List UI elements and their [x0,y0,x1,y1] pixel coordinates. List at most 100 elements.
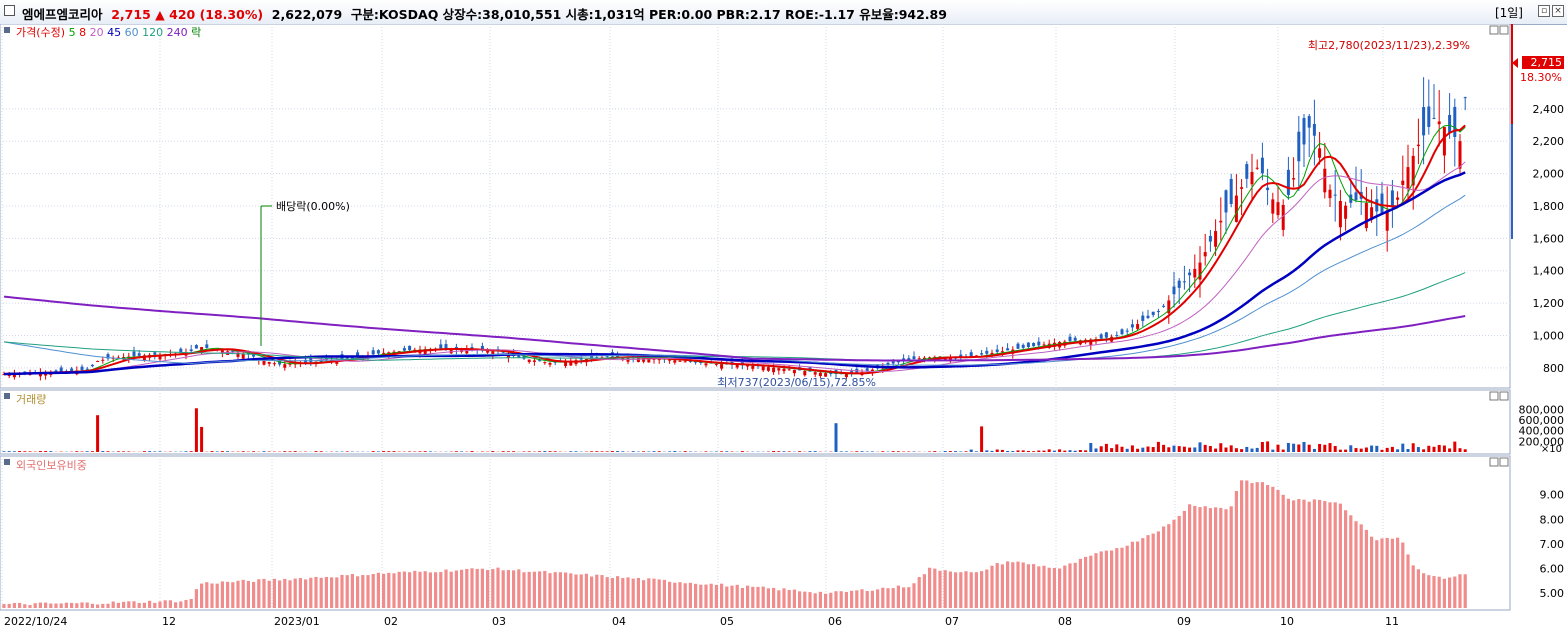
candle-body [995,349,999,353]
volume-bar [642,451,646,452]
volume-bar [1344,449,1348,452]
foreign-ratio-bar [922,574,926,608]
period-selector[interactable]: [1일] [1494,6,1523,20]
legend-item[interactable]: 45 [104,26,122,39]
candle-body [766,367,770,371]
legend-item[interactable]: 가격(수정) [16,26,65,39]
volume-bar [189,451,193,452]
foreign-ratio-bar [954,572,958,608]
foreign-ratio-bar [1349,515,1353,608]
volume-bar [1006,450,1010,452]
foreign-ratio-bar [12,603,16,608]
candle-body [1442,127,1446,156]
volume-bar [1385,447,1389,452]
foreign-ratio-bar [558,572,562,608]
candle-body [1141,315,1145,321]
foreign-ratio-bar [709,583,713,608]
candle-body [1245,164,1249,179]
foreign-ratio-bar [1318,499,1322,608]
volume-tick-label: 600,000 [1519,414,1565,427]
volume-bar [668,451,672,452]
volume-bar [1463,449,1467,452]
foreign-ratio-bar [980,571,984,608]
legend-item[interactable]: 240 [163,26,188,39]
volume-bar [1032,451,1036,452]
legend-item[interactable]: 120 [139,26,164,39]
x-tick-label: 02 [384,615,398,628]
candle-body [1193,268,1197,278]
volume-bar [1245,446,1249,452]
legend-item[interactable]: 8 [76,26,87,39]
foreign-ratio-bar [475,568,479,608]
volume-bar [1271,449,1275,452]
price-tick-label: 800 [1543,362,1564,375]
candle-body [1037,341,1041,346]
volume-bar [990,450,994,452]
volume-bar [720,451,724,452]
foreign-ratio-bar [756,586,760,608]
foreign-ratio-bar [985,569,989,608]
candle-body [969,352,973,357]
volume-bar [1136,448,1140,452]
candle-body [1151,311,1155,316]
foreign-ratio-bar [1078,558,1082,608]
volume-bar [844,451,848,452]
candle-body [70,368,74,371]
candle-body [241,353,245,359]
volume-bar [1307,444,1311,452]
volume-bar [1281,449,1285,452]
candle-body [205,344,209,348]
panel-controls[interactable] [1489,25,1509,467]
volume-bar [12,451,16,452]
candle-body [1437,121,1441,125]
foreign-ratio-bar [319,577,323,608]
foreign-ratio-bar [1068,563,1072,608]
foreign-ratio-bar [553,572,557,608]
volume-bar [1058,449,1062,452]
foreign-ratio-bar [106,603,110,608]
volume-bar [964,451,968,452]
foreign-ratio-bar [246,581,250,608]
legend-item[interactable]: 5 [65,26,76,39]
candle-body [158,354,162,360]
foreign-ratio-bar [423,571,427,608]
foreign-ratio-bar [486,570,490,608]
volume-bar [345,451,349,452]
foreign-ratio-bar [1281,494,1285,608]
foreign-ratio-bar [1385,537,1389,608]
volume-bar [1370,445,1374,452]
foreign-ratio-bar [1094,553,1098,608]
close-icon[interactable]: × [1552,5,1564,17]
volume-bar [1125,448,1129,452]
foreign-ratio-bar [1219,507,1223,608]
volume-bar [376,451,380,452]
foreign-ratio-bar [23,604,27,608]
legend-item[interactable]: 20 [86,26,104,39]
volume-bar [1380,449,1384,452]
foreign-ratio-bar [1136,541,1140,608]
foreign-ratio-bar [116,602,120,608]
candle-body [1328,189,1332,199]
foreign-ratio-bar [1354,521,1358,608]
volume-bar [1130,445,1134,452]
legend-item[interactable]: 60 [121,26,139,39]
legend-item[interactable]: 락 [188,26,202,39]
volume-bar [1328,443,1332,452]
restore-icon[interactable]: ▫ [1538,5,1550,17]
volume-bar [90,451,94,452]
volume-bar [460,451,464,452]
foreign-ratio-bar [1229,506,1233,608]
foreign-ratio-bar [917,577,921,608]
ma-line-240 [3,295,1466,362]
foreign-ratio-bar [75,603,79,608]
volume-bar [1146,446,1150,452]
volume-bar [142,451,146,452]
candle-body [1266,187,1270,191]
volume-bar [28,451,32,452]
volume-bar [314,451,318,452]
volume-bar [1266,441,1270,452]
foreign-ratio-bar [1182,510,1186,608]
candle-body [1333,194,1337,196]
volume-bar [891,451,895,452]
select-checkbox[interactable] [4,5,15,16]
